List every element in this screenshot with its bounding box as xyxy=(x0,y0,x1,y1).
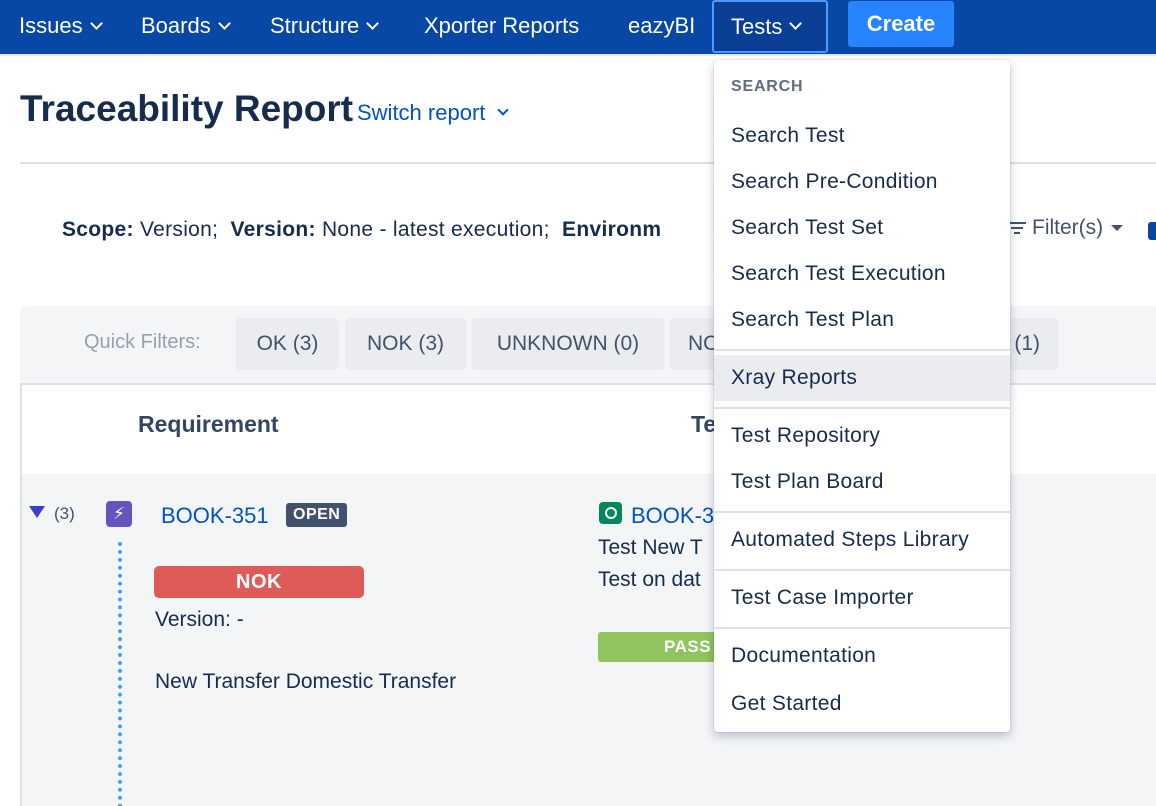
nav-issues[interactable]: Issues xyxy=(19,0,103,52)
nav-structure[interactable]: Structure xyxy=(270,0,380,52)
scope-label: Scope: xyxy=(62,218,134,241)
traceability-table xyxy=(20,383,1156,806)
requirement-key-link[interactable]: BOOK-351 xyxy=(161,503,269,528)
chevron-down-icon xyxy=(366,16,380,30)
switch-report-label: Switch report xyxy=(357,100,486,125)
menu-divider xyxy=(714,627,1010,629)
dropdown-section-heading: SEARCH xyxy=(731,78,804,95)
filter-icon xyxy=(1008,219,1026,237)
scope-value: Version; xyxy=(139,218,219,241)
switch-report-link[interactable]: Switch report xyxy=(357,100,510,126)
page-title: Traceability Report xyxy=(20,88,354,129)
nav-issues-label: Issues xyxy=(19,13,83,38)
story-issue-type-icon: ⚡ xyxy=(106,501,132,527)
filters-label: Filter(s) xyxy=(1032,216,1104,239)
test-summary-line: Test on dat xyxy=(598,568,701,591)
chevron-down-icon xyxy=(89,16,103,30)
quick-filter-nok[interactable]: NOK (3) xyxy=(345,318,466,370)
filters-button[interactable]: Filter(s) xyxy=(1008,216,1124,240)
menu-item-automated-steps-library[interactable]: Automated Steps Library xyxy=(731,528,970,551)
menu-item-search-test-plan[interactable]: Search Test Plan xyxy=(731,308,895,331)
requirement-status-badge: OPEN xyxy=(286,503,348,527)
version-label: Version: xyxy=(230,218,316,241)
nav-xporter-reports[interactable]: Xporter Reports xyxy=(424,0,579,52)
create-button[interactable]: Create xyxy=(848,1,954,47)
chevron-down-icon xyxy=(217,16,231,30)
chevron-down-icon xyxy=(497,104,510,116)
header-divider xyxy=(20,162,1156,164)
nav-eazybi[interactable]: eazyBI xyxy=(628,0,695,52)
coverage-status-badge: NOK xyxy=(154,566,364,598)
quick-filters-label: Quick Filters: xyxy=(84,331,201,353)
child-count: (3) xyxy=(54,504,75,523)
nav-eazybi-label: eazyBI xyxy=(628,13,696,38)
top-navigation-bar: Issues Boards Structure Xporter Reports … xyxy=(0,0,1156,56)
column-header-requirement: Requirement xyxy=(138,411,279,437)
menu-divider xyxy=(714,511,1010,513)
menu-item-test-repository[interactable]: Test Repository xyxy=(731,424,881,447)
menu-divider xyxy=(714,407,1010,409)
nav-xporter-reports-label: Xporter Reports xyxy=(424,13,580,38)
menu-item-test-case-importer[interactable]: Test Case Importer xyxy=(731,586,914,609)
menu-item-documentation[interactable]: Documentation xyxy=(731,644,877,667)
expand-toggle-icon[interactable] xyxy=(29,506,45,518)
version-value: None - latest execution; xyxy=(321,218,550,241)
requirement-version: Version: - xyxy=(155,608,244,631)
menu-divider xyxy=(714,569,1010,571)
requirement-summary: New Transfer Domestic Transfer xyxy=(155,670,457,693)
hierarchy-connector xyxy=(118,542,122,806)
menu-item-get-started[interactable]: Get Started xyxy=(731,692,842,715)
nav-tests-label: Tests xyxy=(731,13,783,39)
quick-filter-unknown[interactable]: UNKNOWN (0) xyxy=(472,318,664,370)
menu-item-xray-reports[interactable]: Xray Reports xyxy=(714,355,1010,401)
environment-label: Environm xyxy=(562,218,662,241)
quick-filter-ok[interactable]: OK (3) xyxy=(236,318,339,370)
chevron-down-icon xyxy=(789,17,803,30)
test-issue-type-icon xyxy=(599,502,622,524)
caret-down-icon xyxy=(1111,225,1124,231)
column-header-tests: Te xyxy=(691,411,717,437)
menu-divider xyxy=(714,349,1010,351)
test-key-link[interactable]: BOOK-3 xyxy=(631,503,715,528)
nav-structure-label: Structure xyxy=(270,13,360,38)
menu-item-search-pre-condition[interactable]: Search Pre-Condition xyxy=(731,170,938,193)
tests-dropdown-menu: SEARCH Search Test Search Pre-Condition … xyxy=(714,60,1010,732)
menu-item-search-test-set[interactable]: Search Test Set xyxy=(731,216,884,239)
test-summary-line: Test New T xyxy=(598,536,703,559)
nav-tests[interactable]: Tests xyxy=(712,0,828,53)
menu-item-search-test[interactable]: Search Test xyxy=(731,124,845,147)
menu-item-search-test-execution[interactable]: Search Test Execution xyxy=(731,262,946,285)
scope-summary: Scope: Version; Version: None - latest e… xyxy=(62,218,661,242)
toolbar-button-partial[interactable] xyxy=(1148,222,1156,240)
menu-item-test-plan-board[interactable]: Test Plan Board xyxy=(731,470,884,493)
nav-boards[interactable]: Boards xyxy=(141,0,231,52)
nav-boards-label: Boards xyxy=(141,13,211,38)
